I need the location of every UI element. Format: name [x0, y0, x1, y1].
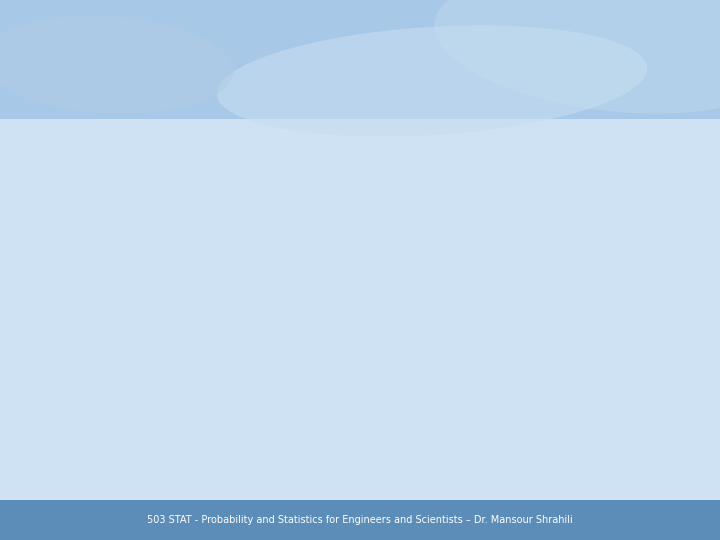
Text: Sampling Distribution of the Difference: Sampling Distribution of the Difference: [0, 19, 659, 51]
Text: • We \underline{independently} select a random sample of size $n_1$ from: • We \underline{independently} select a …: [77, 238, 720, 259]
Text: the 1-st population and another random sample of size $n_2$: the 1-st population and another random s…: [77, 263, 625, 285]
Ellipse shape: [217, 25, 647, 137]
Text: from the 2-nd population:: from the 2-nd population:: [77, 290, 320, 308]
Text: Suppose that we have two populations:: Suppose that we have two populations:: [77, 99, 449, 117]
FancyBboxPatch shape: [0, 0, 720, 119]
Text: • Let $\bar{X}_1$ be the sample mean of the 1-st sample.: • Let $\bar{X}_1$ be the sample mean of …: [77, 313, 533, 339]
Text: between Two Means: between Two Means: [147, 52, 489, 83]
FancyBboxPatch shape: [0, 500, 720, 540]
Ellipse shape: [0, 16, 234, 114]
Text: • 1-st population with mean $\mu_1$ and variance $\sigma^2{}_1$: • 1-st population with mean $\mu_1$ and …: [77, 125, 536, 151]
Text: • Let $\bar{X}_2$ be the sample mean of the 2-nd sample.: • Let $\bar{X}_2$ be the sample mean of …: [77, 339, 540, 365]
Text: • 2-nd population with mean $\mu_2$ and variance $\sigma^2{}_2$: • 2-nd population with mean $\mu_2$ and …: [77, 152, 542, 178]
Text: 503 STAT - Probability and Statistics for Engineers and Scientists – Dr. Mansour: 503 STAT - Probability and Statistics fo…: [147, 515, 573, 525]
Ellipse shape: [434, 0, 720, 114]
Text: •  The sampling distribution of $\bar{X}_1 - \bar{X}_2$  is used to make: • The sampling distribution of $\bar{X}_…: [77, 369, 604, 395]
Text: making inferences about $\mu_1 - \mu_2$.: making inferences about $\mu_1 - \mu_2$.: [77, 208, 390, 230]
Text: • We are interested in comparing $\mu_1$ and $\mu_2$, or equivalently,: • We are interested in comparing $\mu_1$…: [77, 184, 652, 205]
Text: inferences about $\mu_1 - \mu_2$.: inferences about $\mu_1 - \mu_2$.: [77, 397, 314, 418]
